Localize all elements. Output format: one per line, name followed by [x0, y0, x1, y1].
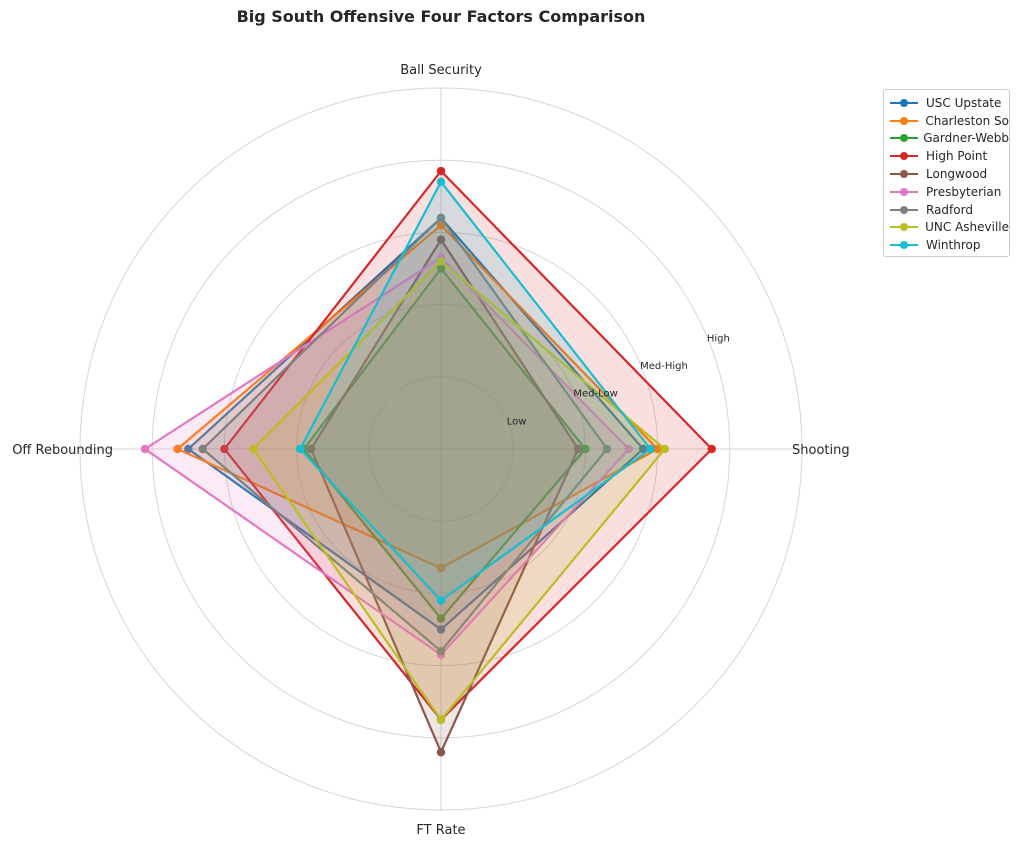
legend-swatch: [890, 168, 918, 180]
axis-label-shooting: Shooting: [792, 443, 850, 458]
axis-label-ft-rate: FT Rate: [416, 823, 465, 838]
chart-legend: USC Upstate Charleston So Gardner-Webb High…: [883, 89, 1010, 257]
data-point: [436, 625, 446, 634]
legend-swatch: [890, 186, 918, 198]
legend-swatch: [890, 204, 918, 216]
legend-item: Radford: [884, 201, 1009, 219]
ring-labels: Low Med-Low Med-High High: [507, 333, 730, 427]
data-point: [436, 614, 446, 623]
legend-swatch: [890, 132, 918, 144]
legend-item: Charleston So: [884, 112, 1009, 130]
legend-label: UNC Asheville: [925, 220, 1009, 235]
data-point: [436, 715, 446, 724]
axis-label-off-rebounding: Off Rebounding: [12, 443, 113, 458]
legend-swatch: [890, 150, 918, 162]
legend-label: Presbyterian: [926, 184, 1002, 199]
data-point: [306, 444, 316, 454]
ring-label: Med-Low: [573, 389, 617, 400]
legend-label: High Point: [926, 149, 988, 164]
data-point: [436, 177, 446, 187]
legend-item: Gardner-Webb: [884, 130, 1009, 148]
series-presbyterian: [140, 253, 633, 659]
series-winthrop: [296, 177, 655, 605]
data-point: [602, 444, 612, 454]
legend-item: USC Upstate: [884, 94, 1009, 112]
ring-label: Low: [507, 416, 527, 427]
data-point: [638, 444, 648, 454]
series-layer: [140, 166, 716, 757]
data-point: [646, 444, 655, 454]
data-point: [249, 444, 258, 454]
series-charleston-so: [173, 220, 662, 573]
data-point: [660, 444, 670, 454]
legend-label: Charleston So: [925, 113, 1009, 128]
data-point: [198, 444, 207, 454]
legend-label: Longwood: [926, 167, 988, 182]
ring-label: Med-High: [640, 361, 688, 372]
data-point: [436, 264, 446, 273]
data-point: [140, 444, 150, 454]
axis-label-ball-security: Ball Security: [400, 63, 482, 78]
series-unc-asheville: [249, 257, 670, 724]
data-point: [436, 596, 446, 605]
data-point: [436, 166, 446, 176]
data-point: [707, 444, 716, 454]
legend-item: High Point: [884, 147, 1009, 165]
legend-item: UNC Asheville: [884, 219, 1009, 237]
legend-label: USC Upstate: [926, 95, 1002, 110]
legend-swatch: [890, 221, 918, 233]
data-point: [573, 444, 583, 454]
legend-swatch: [890, 97, 918, 109]
legend-label: Gardner-Webb: [923, 131, 1009, 146]
data-point: [436, 220, 446, 230]
data-point: [184, 444, 193, 454]
data-point: [581, 444, 590, 454]
data-point: [436, 235, 446, 244]
series-longwood: [306, 235, 583, 757]
data-point: [624, 444, 633, 454]
legend-swatch: [890, 239, 918, 251]
data-point: [436, 563, 446, 573]
data-point: [436, 213, 446, 223]
legend-swatch: [890, 115, 918, 127]
chart-title: Big South Offensive Four Factors Compari…: [237, 7, 646, 26]
legend-label: Radford: [926, 202, 973, 217]
legend-item: Longwood: [884, 165, 1009, 183]
data-point: [436, 257, 446, 266]
data-point: [173, 444, 182, 454]
legend-item: Winthrop: [884, 236, 1009, 254]
data-point: [220, 444, 229, 454]
data-point: [653, 444, 662, 454]
series-radford: [198, 213, 612, 656]
data-point: [296, 444, 305, 454]
data-point: [436, 748, 446, 757]
data-point: [436, 646, 446, 656]
legend-item: Presbyterian: [884, 183, 1009, 201]
ring-label: High: [707, 333, 730, 344]
legend-label: Winthrop: [926, 238, 981, 253]
